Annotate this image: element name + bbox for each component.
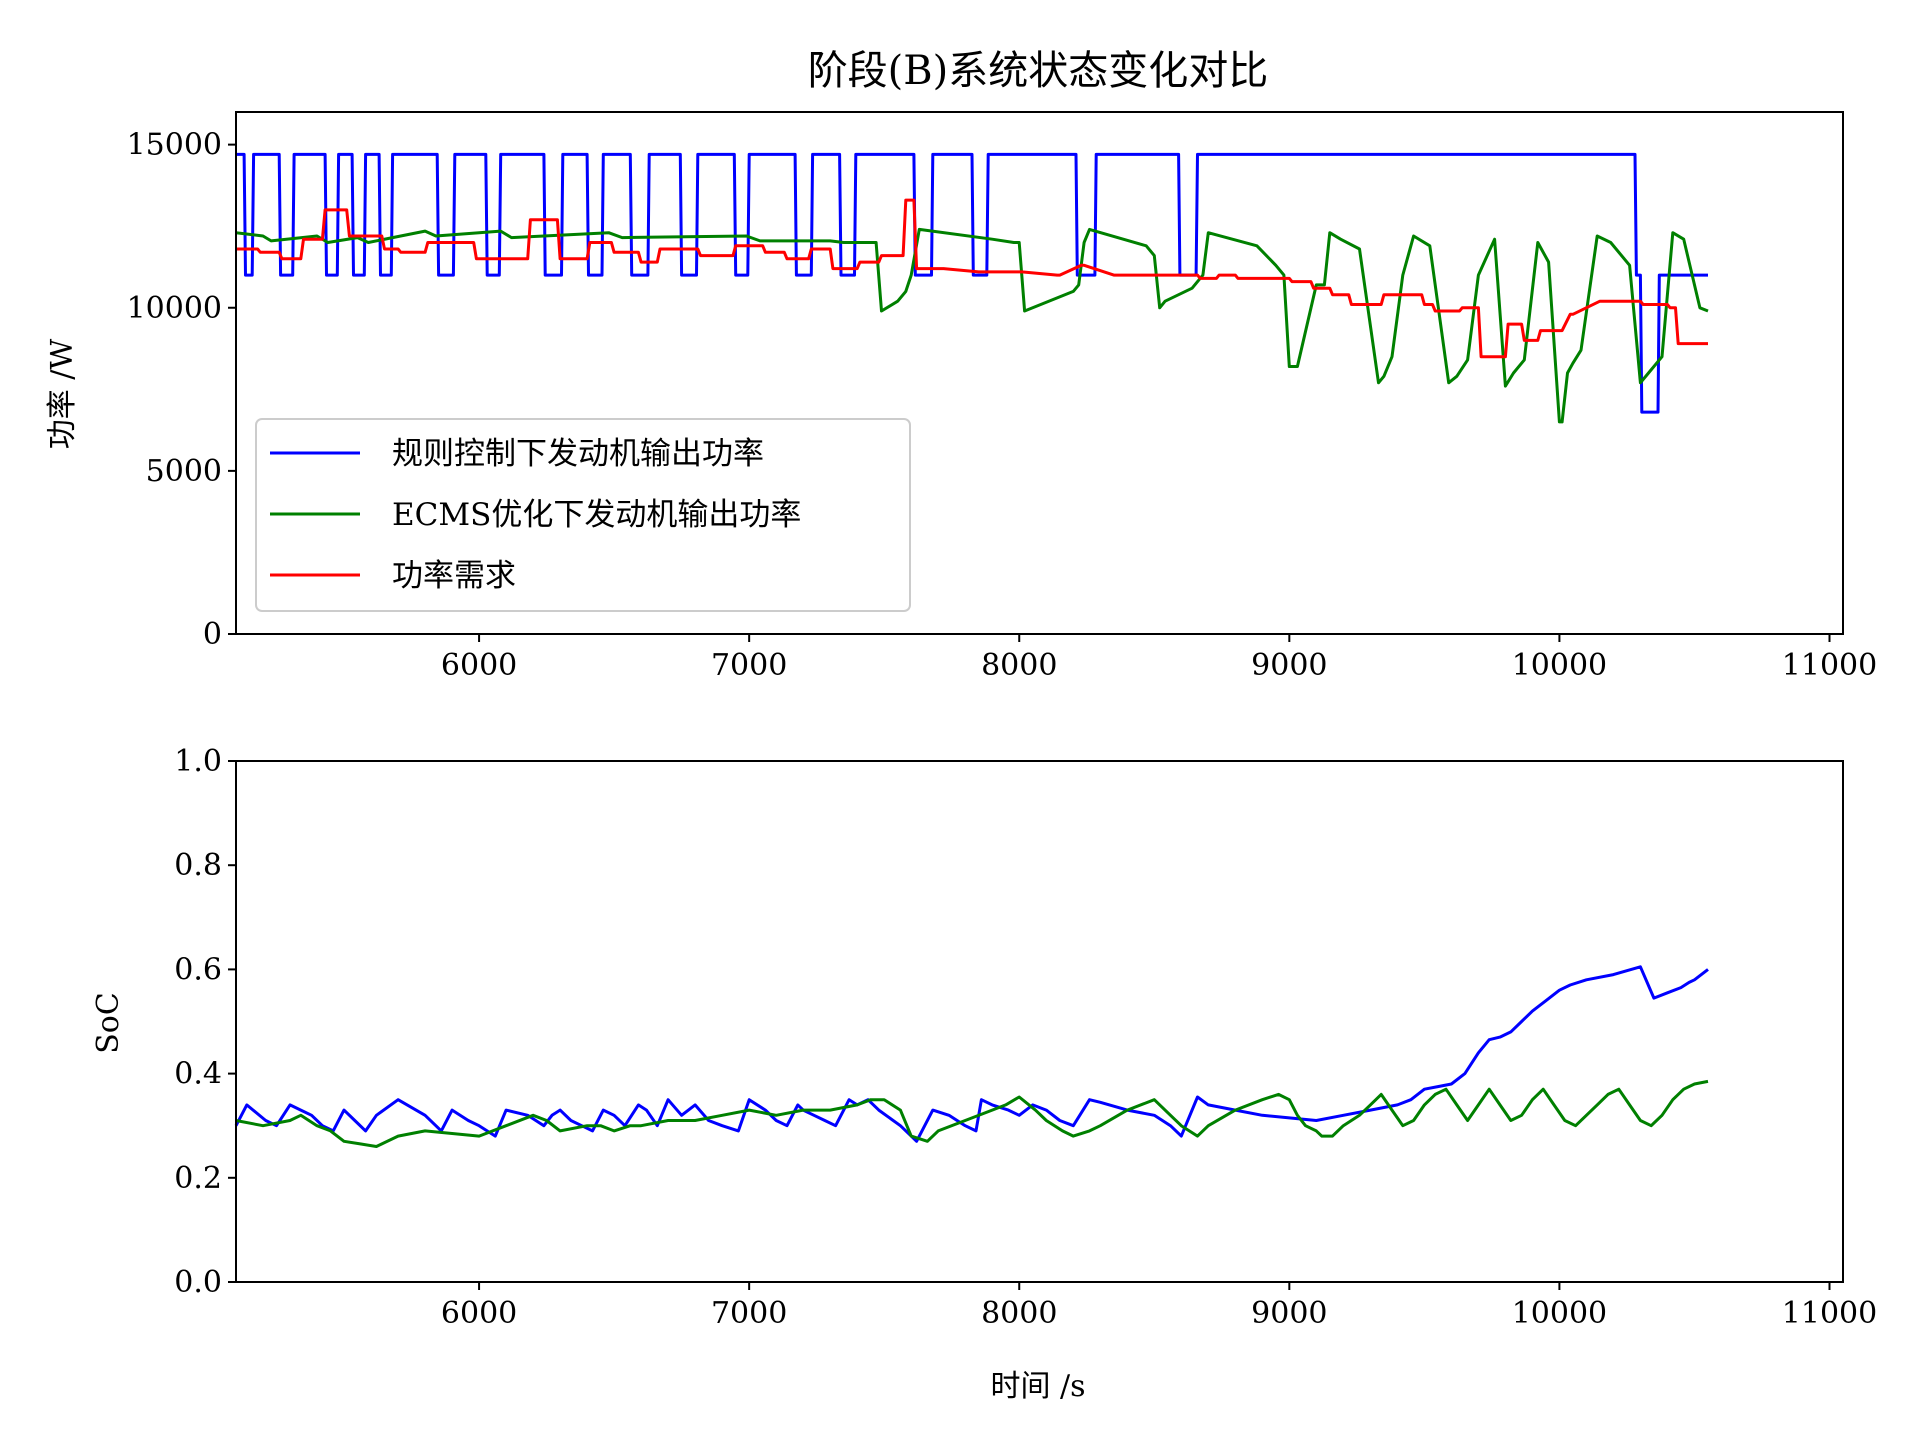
soc-series-ecms <box>235 1079 1709 1148</box>
soc-x-tick-label: 7000 <box>711 1296 787 1331</box>
soc-x-tick-label: 11000 <box>1782 1296 1877 1331</box>
soc-y-tick-label: 0.2 <box>174 1161 222 1196</box>
legend-label-demand: 功率需求 <box>392 558 516 594</box>
power-panel: 阶段(B)系统状态变化对比 功率 /W 6000 7000 8000 9000 1000… <box>45 48 1877 683</box>
power-x-tick-label: 10000 <box>1512 648 1607 683</box>
soc-x-tick-label: 9000 <box>1251 1296 1327 1331</box>
soc-axes-frame <box>235 760 1844 1283</box>
soc-series-rule <box>234 965 1709 1143</box>
power-series-rule <box>236 152 1708 414</box>
legend-box <box>255 418 911 612</box>
power-lines <box>235 152 1709 424</box>
power-y-tick-label: 10000 <box>127 291 222 326</box>
soc-y-tick-label: 0.4 <box>174 1057 222 1092</box>
soc-y-tick-label: 0.0 <box>174 1265 222 1300</box>
power-x-tick-label: 8000 <box>981 648 1057 683</box>
soc-x-tick-label: 6000 <box>441 1296 517 1331</box>
power-series-ecms <box>235 227 1709 424</box>
power-y-tick-label: 0 <box>203 617 222 652</box>
power-x-tick-label: 7000 <box>711 648 787 683</box>
legend-label-rule: 规则控制下发动机输出功率 <box>392 436 764 472</box>
power-y-tick-label: 5000 <box>146 454 222 489</box>
soc-y-tick-label: 0.8 <box>174 848 222 883</box>
power-ticks: 6000 7000 8000 9000 10000 11000 0 5000 10000 1500… <box>127 128 1878 683</box>
power-axes-frame <box>235 111 1844 635</box>
power-y-tick-label: 15000 <box>127 128 222 163</box>
soc-ticks: 6000 7000 8000 9000 10000 11000 0.0 0.2 0.4 0.6 0.… <box>174 744 1877 1331</box>
time-x-axis-label: 时间 /s <box>990 1369 1085 1404</box>
soc-panel: SoC 时间 /s 6000 7000 8000 9000 10000 11000 0.0 0… <box>91 744 1877 1404</box>
soc-y-tick-label: 1.0 <box>174 744 222 779</box>
legend-label-ecms: ECMS优化下发动机输出功率 <box>392 497 801 533</box>
soc-y-tick-label: 0.6 <box>174 952 222 987</box>
soc-y-axis-label: SoC <box>91 992 126 1054</box>
power-x-tick-label: 11000 <box>1782 648 1877 683</box>
soc-x-tick-label: 10000 <box>1512 1296 1607 1331</box>
power-x-tick-label: 9000 <box>1251 648 1327 683</box>
chart-title: 阶段(B)系统状态变化对比 <box>808 48 1269 94</box>
power-y-axis-label: 功率 /W <box>45 339 80 450</box>
power-x-tick-label: 6000 <box>441 648 517 683</box>
legend: 规则控制下发动机输出功率 ECMS优化下发动机输出功率 功率需求 <box>255 418 911 612</box>
power-series-demand <box>236 198 1708 359</box>
soc-x-tick-label: 8000 <box>981 1296 1057 1331</box>
soc-lines <box>234 965 1709 1148</box>
